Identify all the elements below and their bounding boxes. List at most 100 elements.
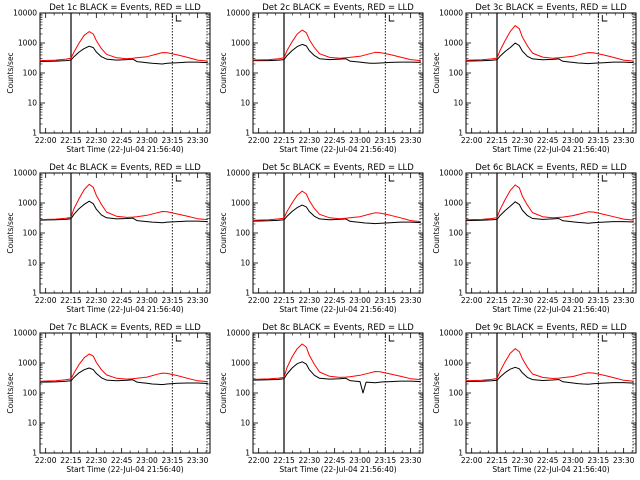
x-axis-label: Start Time (22-Jul-04 21:56:40) (492, 145, 609, 154)
chart-title: Det 7c BLACK = Events, RED = LLD (49, 323, 201, 333)
y-tick-label: 1 (32, 129, 37, 138)
x-tick-label: 23:00 (562, 296, 584, 305)
y-axis-label: Counts/sec (6, 52, 15, 93)
x-tick-label: 23:30 (187, 136, 209, 145)
x-axis-label: Start Time (22-Jul-04 21:56:40) (66, 305, 183, 314)
x-tick-label: 22:45 (324, 296, 346, 305)
x-tick-label: 22:30 (512, 296, 534, 305)
chart-panel-7: Det 7c BLACK = Events, RED = LLD 1 10 100 10… (6, 323, 211, 474)
plot-frame (39, 172, 211, 294)
chart-panel-3: Det 3c BLACK = Events, RED = LLD 1 10 100 10… (432, 3, 637, 154)
y-tick-label: 10000 (226, 9, 250, 18)
y-tick-label: 10000 (226, 169, 250, 178)
y-tick-label: 1000 (231, 199, 250, 208)
y-tick-label: 1 (458, 129, 463, 138)
x-tick-label: 22:00 (461, 456, 483, 465)
y-tick-label: 10000 (13, 169, 37, 178)
plot-frame (465, 332, 637, 454)
y-tick-label: 1000 (444, 359, 463, 368)
y-tick-label: 100 (23, 69, 38, 78)
y-tick-label: 1 (245, 289, 250, 298)
x-tick-label: 22:00 (461, 136, 483, 145)
y-tick-label: 10 (453, 259, 463, 268)
y-axis-label: Counts/sec (432, 52, 441, 93)
y-tick-label: 1 (458, 289, 463, 298)
series-line-events (39, 200, 208, 224)
plot-frame (39, 332, 211, 454)
chart-title: Det 6c BLACK = Events, RED = LLD (475, 163, 627, 173)
x-axis-label: Start Time (22-Jul-04 21:56:40) (66, 465, 183, 474)
x-tick-label: 22:15 (273, 136, 295, 145)
x-tick-label: 23:15 (161, 136, 183, 145)
x-tick-label: 23:00 (349, 296, 371, 305)
y-tick-label: 10 (27, 259, 37, 268)
series-line-events (39, 45, 208, 65)
y-axis-label: Counts/sec (6, 372, 15, 413)
y-tick-label: 1000 (18, 199, 37, 208)
x-tick-label: 22:15 (60, 136, 82, 145)
y-tick-label: 10 (240, 419, 250, 428)
series-line-events (39, 367, 208, 386)
x-tick-label: 23:15 (374, 136, 396, 145)
series-line-lld (39, 353, 208, 383)
y-tick-label: 1 (245, 449, 250, 458)
x-tick-label: 23:00 (136, 456, 158, 465)
plot-frame (252, 332, 424, 454)
chart-title: Det 9c BLACK = Events, RED = LLD (475, 323, 627, 333)
y-tick-label: 100 (236, 389, 251, 398)
x-tick-label: 23:00 (349, 136, 371, 145)
x-tick-label: 23:15 (161, 296, 183, 305)
x-tick-label: 22:30 (86, 456, 108, 465)
x-tick-label: 23:30 (613, 136, 635, 145)
x-tick-label: 23:00 (136, 136, 158, 145)
x-axis-label: Start Time (22-Jul-04 21:56:40) (492, 465, 609, 474)
x-tick-label: 22:30 (299, 456, 321, 465)
plot-frame (252, 12, 424, 134)
bracket-marker (601, 335, 608, 342)
series-line-lld (39, 183, 208, 221)
y-tick-label: 100 (236, 69, 251, 78)
plot-frame (465, 172, 637, 294)
bracket-marker (601, 15, 608, 22)
x-tick-label: 23:30 (400, 456, 422, 465)
series-line-lld (465, 348, 634, 382)
x-tick-label: 22:00 (248, 136, 270, 145)
x-tick-label: 22:00 (35, 136, 57, 145)
y-tick-label: 10 (27, 99, 37, 108)
y-tick-label: 100 (449, 229, 464, 238)
y-tick-label: 10000 (13, 9, 37, 18)
y-axis-label: Counts/sec (6, 212, 15, 253)
plot-frame (39, 12, 211, 134)
y-tick-label: 1000 (231, 359, 250, 368)
series-line-lld (465, 184, 634, 221)
y-tick-label: 10 (240, 259, 250, 268)
x-tick-label: 23:00 (562, 456, 584, 465)
x-tick-label: 22:15 (60, 296, 82, 305)
y-axis-label: Counts/sec (432, 212, 441, 253)
x-tick-label: 22:15 (486, 136, 508, 145)
x-tick-label: 22:00 (248, 296, 270, 305)
x-tick-label: 22:00 (461, 296, 483, 305)
chart-title: Det 3c BLACK = Events, RED = LLD (475, 3, 627, 13)
x-axis-label: Start Time (22-Jul-04 21:56:40) (279, 145, 396, 154)
y-axis-label: Counts/sec (219, 52, 228, 93)
x-axis-label: Start Time (22-Jul-04 21:56:40) (279, 465, 396, 474)
x-tick-label: 23:15 (161, 456, 183, 465)
y-tick-label: 10000 (439, 169, 463, 178)
x-tick-label: 23:30 (613, 456, 635, 465)
y-tick-label: 100 (23, 389, 38, 398)
series-line-lld (252, 343, 421, 381)
y-tick-label: 1 (32, 289, 37, 298)
x-tick-label: 22:15 (60, 456, 82, 465)
series-line-events (465, 366, 634, 385)
y-tick-label: 1000 (444, 199, 463, 208)
series-line-lld (252, 29, 421, 62)
bracket-marker (175, 15, 182, 22)
chart-panel-5: Det 5c BLACK = Events, RED = LLD 1 10 100 10… (219, 163, 424, 314)
x-tick-label: 22:45 (111, 296, 133, 305)
x-axis-label: Start Time (22-Jul-04 21:56:40) (279, 305, 396, 314)
y-axis-label: Counts/sec (219, 212, 228, 253)
series-line-lld (39, 31, 208, 62)
y-tick-label: 10000 (13, 329, 37, 338)
